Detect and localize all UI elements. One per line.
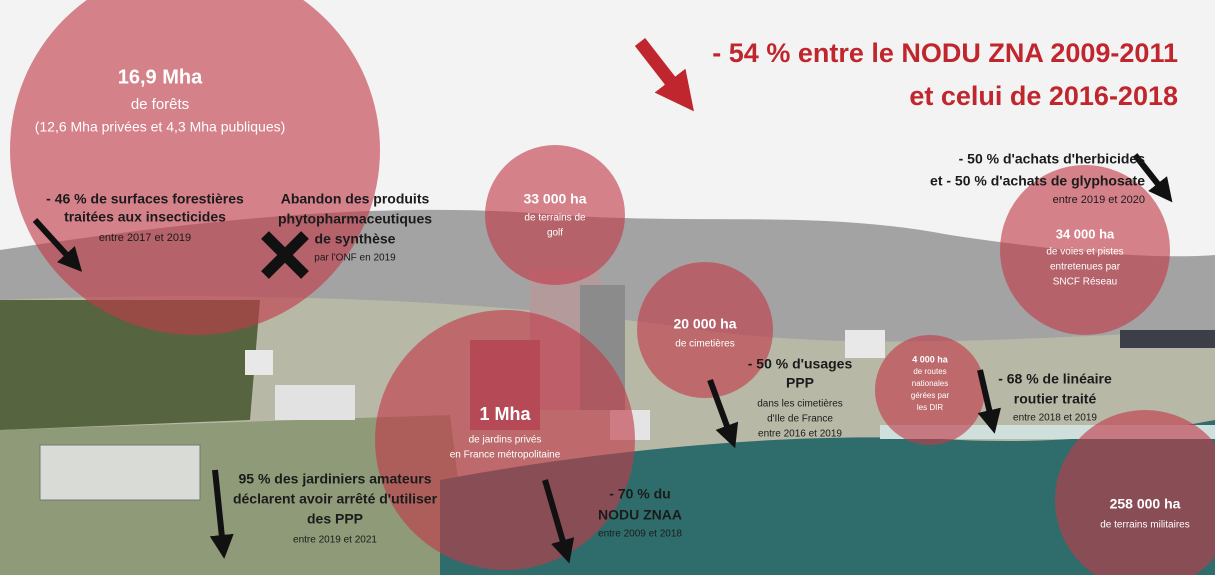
label: des PPP <box>307 511 363 527</box>
label: de routes <box>913 367 946 376</box>
label: golf <box>547 228 563 239</box>
label: entre 2017 et 2019 <box>99 232 191 244</box>
label: de forêts <box>131 96 189 113</box>
label: entre 2009 et 2018 <box>598 529 682 540</box>
label: entre 2016 et 2019 <box>758 429 842 440</box>
label: SNCF Réseau <box>1053 277 1117 288</box>
label: 95 % des jardiniers amateurs <box>239 471 432 487</box>
label: de cimetières <box>675 339 734 350</box>
label: 20 000 ha <box>673 316 736 332</box>
label: d'Ile de France <box>767 414 833 425</box>
label: entretenues par <box>1050 262 1121 273</box>
infographic: - 54 % entre le NODU ZNA 2009-2011 et ce… <box>0 0 1215 575</box>
label: traitées aux insecticides <box>64 209 226 225</box>
label: en France métropolitaine <box>450 450 561 461</box>
label: par l'ONF en 2019 <box>314 253 396 264</box>
label: nationales <box>912 379 948 388</box>
label: 1 Mha <box>479 404 531 424</box>
label: de jardins privés <box>469 435 542 446</box>
label: et - 50 % d'achats de glyphosate <box>930 173 1145 189</box>
label: entre 2018 et 2019 <box>1013 413 1097 424</box>
label: - 68 % de linéaire <box>998 371 1112 387</box>
label: 16,9 Mha <box>118 66 203 88</box>
label: PPP <box>786 375 814 391</box>
label: 33 000 ha <box>523 191 586 207</box>
label: les DIR <box>917 403 943 412</box>
label: de terrains militaires <box>1100 520 1189 531</box>
label: phytopharmaceutiques <box>278 211 432 227</box>
label: entre 2019 et 2020 <box>1053 194 1145 206</box>
headline: et celui de 2016-2018 <box>909 81 1178 111</box>
label: de synthèse <box>315 231 396 247</box>
label: NODU ZNAA <box>598 507 682 523</box>
label: de voies et pistes <box>1046 247 1123 258</box>
label: - 70 % du <box>609 486 670 502</box>
label: - 50 % d'usages <box>748 356 853 372</box>
label: de terrains de <box>524 213 586 224</box>
label: 4 000 ha <box>912 354 949 364</box>
label: Abandon des produits <box>281 191 430 207</box>
label: - 46 % de surfaces forestières <box>46 191 244 207</box>
label: déclarent avoir arrêté d'utiliser <box>233 491 438 507</box>
label: routier traité <box>1014 391 1097 407</box>
label: entre 2019 et 2021 <box>293 535 377 546</box>
label: dans les cimetières <box>757 399 843 410</box>
label: 34 000 ha <box>1056 226 1115 241</box>
page: {"headline":["- 54 % entre le NODU ZNA 2… <box>0 0 1215 575</box>
label: (12,6 Mha privées et 4,3 Mha publiques) <box>35 119 286 135</box>
label: - 50 % d'achats d'herbicides <box>959 151 1146 167</box>
label: 258 000 ha <box>1110 496 1181 512</box>
label: gérées par <box>911 391 950 400</box>
headline: - 54 % entre le NODU ZNA 2009-2011 <box>712 38 1178 68</box>
